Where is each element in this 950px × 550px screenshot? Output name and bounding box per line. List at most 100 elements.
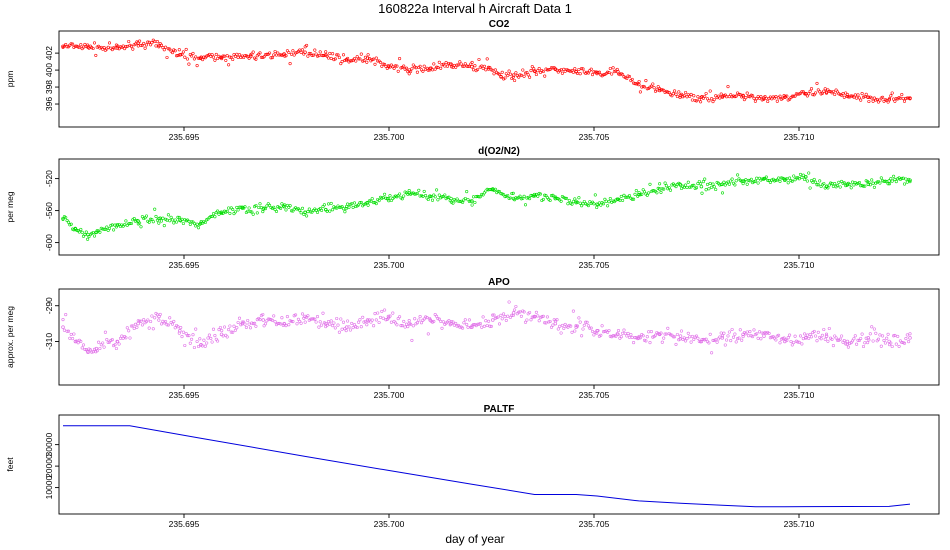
data-point xyxy=(593,193,597,197)
data-point xyxy=(384,318,388,322)
data-point xyxy=(176,53,180,58)
data-point xyxy=(655,88,659,92)
data-point xyxy=(659,331,663,335)
data-point xyxy=(161,319,165,323)
data-point xyxy=(263,322,268,326)
data-point xyxy=(69,222,73,226)
data-point xyxy=(824,332,829,336)
data-point xyxy=(407,189,411,193)
data-point xyxy=(893,177,897,181)
data-point xyxy=(95,349,99,353)
data-point xyxy=(61,325,65,329)
data-point xyxy=(824,90,829,94)
data-point xyxy=(800,175,804,179)
data-point xyxy=(645,193,649,197)
data-point xyxy=(430,68,435,72)
data-point xyxy=(878,333,882,337)
data-point xyxy=(203,344,207,348)
data-point xyxy=(168,47,172,51)
data-point xyxy=(842,181,846,185)
data-point xyxy=(564,196,569,200)
data-point xyxy=(893,99,897,103)
data-point xyxy=(814,334,818,338)
data-point xyxy=(863,184,867,188)
data-point xyxy=(719,331,723,335)
data-point xyxy=(158,312,162,316)
data-point xyxy=(311,53,315,57)
data-point xyxy=(809,87,814,91)
data-point xyxy=(328,209,332,213)
data-point xyxy=(575,324,580,328)
data-point xyxy=(428,194,432,198)
data-point xyxy=(701,180,705,184)
data-point xyxy=(284,324,288,328)
data-point xyxy=(456,63,460,67)
data-point xyxy=(488,66,492,70)
data-point xyxy=(288,319,292,323)
data-point xyxy=(273,320,277,324)
data-point xyxy=(804,175,808,179)
data-point xyxy=(841,92,845,96)
data-point xyxy=(798,172,803,176)
data-point xyxy=(879,344,883,348)
data-point xyxy=(827,89,831,93)
data-point xyxy=(805,179,809,183)
data-point xyxy=(790,343,794,347)
panel-1: CO2 ppm 235.695 235.700 235.705 235.710 396 398… xyxy=(5,19,940,142)
data-point xyxy=(511,311,516,315)
data-point xyxy=(703,177,707,181)
data-point xyxy=(577,316,581,320)
data-point xyxy=(885,336,889,340)
data-point xyxy=(592,333,596,337)
data-point xyxy=(484,319,488,323)
data-point xyxy=(87,235,91,239)
data-point xyxy=(857,181,861,185)
data-point xyxy=(289,319,294,323)
data-point xyxy=(261,318,266,322)
data-point xyxy=(73,44,77,48)
data-point xyxy=(374,202,378,206)
data-point xyxy=(383,308,387,312)
data-point xyxy=(671,92,675,96)
data-point xyxy=(384,196,388,200)
data-point xyxy=(248,210,253,214)
data-point xyxy=(601,330,606,334)
data-point xyxy=(333,326,337,330)
data-point xyxy=(359,200,363,204)
data-point xyxy=(537,319,541,323)
y-axis-label: feet xyxy=(5,457,15,472)
data-point xyxy=(105,225,109,229)
data-point xyxy=(166,323,170,327)
data-point xyxy=(766,178,770,182)
data-point xyxy=(149,43,153,47)
data-point xyxy=(725,95,729,99)
data-point xyxy=(809,335,814,339)
data-point xyxy=(567,198,571,202)
data-point xyxy=(265,52,269,56)
data-point xyxy=(138,319,142,323)
data-point xyxy=(344,325,349,329)
data-point xyxy=(692,183,696,187)
data-point xyxy=(818,90,822,94)
data-point xyxy=(907,177,911,181)
data-point xyxy=(273,49,277,54)
data-point xyxy=(365,323,369,327)
data-point xyxy=(178,53,182,57)
data-point xyxy=(901,176,905,180)
data-point xyxy=(188,222,192,226)
data-point xyxy=(696,95,700,99)
data-point xyxy=(748,330,752,334)
data-point xyxy=(106,45,110,49)
data-point xyxy=(107,226,112,230)
data-point xyxy=(908,180,912,184)
data-point xyxy=(653,333,658,337)
data-point xyxy=(544,321,548,325)
data-point xyxy=(105,338,109,342)
data-point xyxy=(406,70,410,74)
data-point xyxy=(170,322,175,326)
data-point xyxy=(551,323,555,327)
data-point xyxy=(92,234,97,238)
data-point xyxy=(558,324,562,328)
data-point xyxy=(781,96,785,100)
data-point xyxy=(682,336,686,340)
